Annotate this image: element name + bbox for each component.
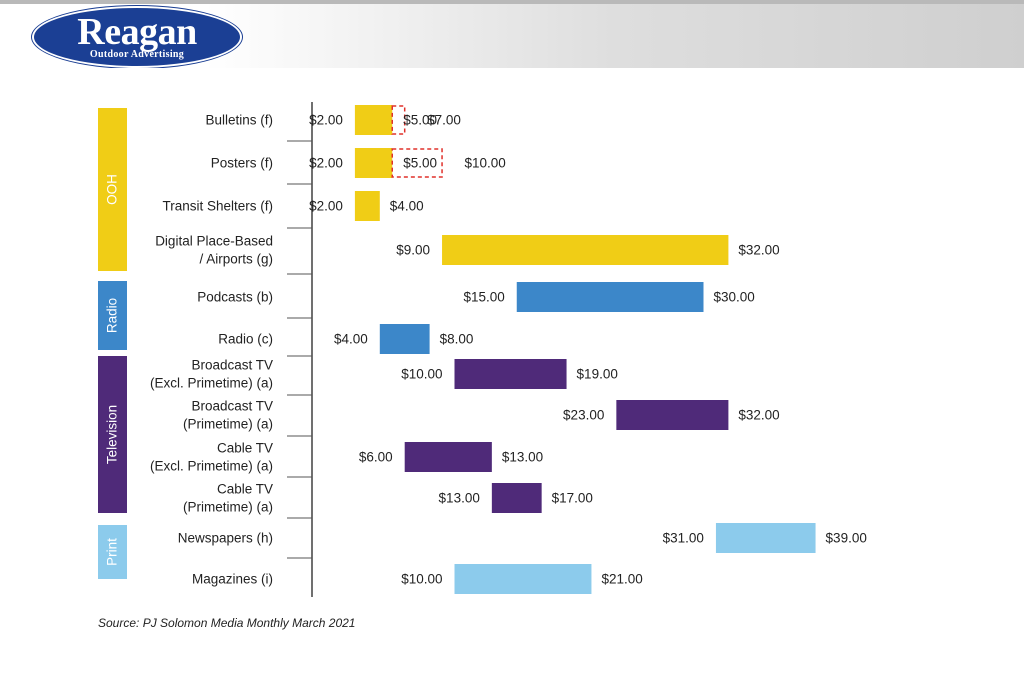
group-band-radio bbox=[98, 281, 127, 350]
group-label-television: Television bbox=[105, 405, 120, 464]
category-label: Cable TV bbox=[217, 482, 273, 497]
high-value-label: $19.00 bbox=[577, 367, 618, 382]
range-bar bbox=[616, 400, 729, 430]
reagan-logo: Reagan Outdoor Advertising bbox=[32, 6, 242, 68]
high-value-label: $4.00 bbox=[390, 199, 424, 214]
category-label: / Airports (g) bbox=[199, 252, 273, 267]
range-bar bbox=[354, 148, 393, 178]
category-label: Transit Shelters (f) bbox=[162, 199, 273, 214]
target-range-box bbox=[391, 105, 406, 135]
category-label: Broadcast TV bbox=[191, 399, 273, 414]
header-banner: Reagan Outdoor Advertising bbox=[0, 0, 1024, 68]
high-value-label: $17.00 bbox=[552, 491, 593, 506]
high-value-label: $8.00 bbox=[440, 332, 474, 347]
low-value-label: $15.00 bbox=[463, 290, 504, 305]
category-label: (Excl. Primetime) (a) bbox=[150, 376, 273, 391]
category-label: Cable TV bbox=[217, 441, 273, 456]
mid-value-label: $5.00 bbox=[403, 156, 437, 171]
range-bar bbox=[354, 105, 393, 135]
low-value-label: $10.00 bbox=[401, 367, 442, 382]
category-label: Podcasts (b) bbox=[197, 290, 273, 305]
category-label: Newspapers (h) bbox=[178, 531, 273, 546]
range-bar bbox=[454, 359, 567, 389]
category-label: Digital Place-Based bbox=[155, 234, 273, 249]
high-value-label: $7.00 bbox=[427, 113, 461, 128]
category-label: Broadcast TV bbox=[191, 358, 273, 373]
range-bar bbox=[715, 523, 816, 553]
category-label: (Primetime) (a) bbox=[183, 417, 273, 432]
high-value-label: $32.00 bbox=[738, 243, 779, 258]
range-bar bbox=[354, 191, 380, 221]
low-value-label: $4.00 bbox=[334, 332, 368, 347]
category-label: Posters (f) bbox=[211, 156, 273, 171]
high-value-label: $10.00 bbox=[465, 156, 506, 171]
high-value-label: $32.00 bbox=[738, 408, 779, 423]
group-band-ooh bbox=[98, 108, 127, 271]
low-value-label: $23.00 bbox=[563, 408, 604, 423]
high-value-label: $30.00 bbox=[714, 290, 755, 305]
low-value-label: $13.00 bbox=[439, 491, 480, 506]
low-value-label: $2.00 bbox=[309, 199, 343, 214]
mid-value-label: $5.00 bbox=[403, 113, 437, 128]
range-bar bbox=[379, 324, 430, 354]
low-value-label: $31.00 bbox=[663, 531, 704, 546]
category-label: Bulletins (f) bbox=[205, 113, 273, 128]
group-label-radio: Radio bbox=[105, 298, 120, 333]
low-value-label: $9.00 bbox=[396, 243, 430, 258]
low-value-label: $6.00 bbox=[359, 450, 393, 465]
range-bar bbox=[491, 483, 542, 513]
category-label: Radio (c) bbox=[218, 332, 273, 347]
source-note: Source: PJ Solomon Media Monthly March 2… bbox=[98, 616, 356, 630]
range-bar bbox=[442, 235, 729, 265]
header-rule bbox=[0, 0, 1024, 4]
category-label: Magazines (i) bbox=[192, 572, 273, 587]
group-band-television bbox=[98, 356, 127, 513]
group-band-print bbox=[98, 525, 127, 579]
range-bar bbox=[454, 564, 592, 594]
high-value-label: $21.00 bbox=[601, 572, 642, 587]
range-bar bbox=[516, 282, 704, 312]
group-label-print: Print bbox=[105, 538, 120, 566]
low-value-label: $2.00 bbox=[309, 156, 343, 171]
category-label: (Primetime) (a) bbox=[183, 500, 273, 515]
high-value-label: $39.00 bbox=[826, 531, 867, 546]
target-range-box bbox=[391, 148, 443, 178]
group-label-ooh: OOH bbox=[105, 174, 120, 205]
logo-tagline: Outdoor Advertising bbox=[89, 49, 185, 60]
low-value-label: $2.00 bbox=[309, 113, 343, 128]
range-bar bbox=[404, 442, 492, 472]
low-value-label: $10.00 bbox=[401, 572, 442, 587]
logo-wordmark: Reagan bbox=[77, 11, 197, 53]
category-label: (Excl. Primetime) (a) bbox=[150, 459, 273, 474]
high-value-label: $13.00 bbox=[502, 450, 543, 465]
